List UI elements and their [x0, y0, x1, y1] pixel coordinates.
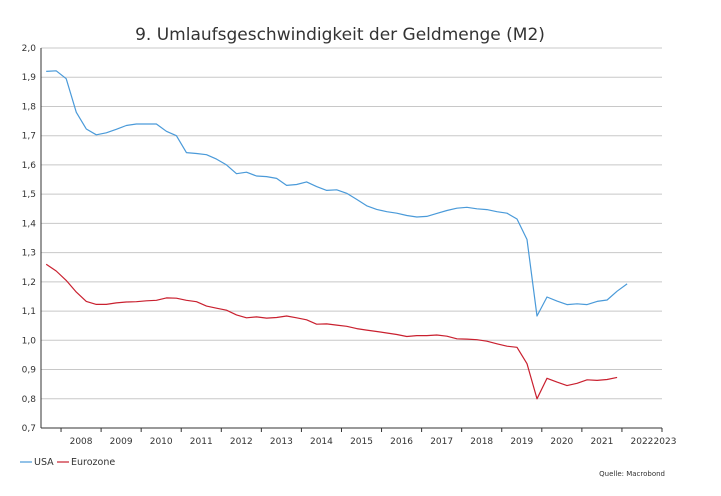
x-tick-label: 2022 [631, 437, 654, 447]
x-tick-label: 2014 [310, 437, 333, 447]
y-tick-label: 0,7 [22, 424, 36, 434]
y-tick-label: 1,7 [22, 132, 36, 142]
x-tick-label: 2008 [70, 437, 93, 447]
x-tick-label: 2010 [150, 437, 173, 447]
x-tick-label: 2016 [390, 437, 413, 447]
axes: 0,7 0,8 0,9 1,0 1,1 1,2 1,3 1,4 1,5 1,6 1,7 1,8 1,9 2… [22, 44, 677, 447]
y-tick-label: 1,0 [22, 336, 37, 346]
series-line-eurozone [45, 263, 618, 400]
y-tick-label: 1,8 [22, 102, 37, 112]
legend: USA Eurozone [20, 457, 115, 468]
series-line-usa [46, 70, 628, 317]
source-note: Quelle: Macrobond [599, 470, 665, 478]
y-tick-label: 1,1 [22, 307, 36, 317]
y-tick-label: 0,8 [22, 395, 37, 405]
x-tick-label: 2023 [654, 437, 677, 447]
series-lines [45, 70, 628, 400]
y-tick-label: 1,9 [22, 73, 37, 83]
gridlines [41, 47, 662, 400]
y-tick-label: 1,5 [22, 190, 36, 200]
legend-label-usa: USA [34, 457, 54, 468]
x-tick-label: 2020 [550, 437, 573, 447]
x-tick-label: 2011 [190, 437, 213, 447]
y-tick-label: 1,2 [22, 278, 36, 288]
y-tick-label: 1,3 [22, 249, 36, 259]
x-tick-label: 2021 [590, 437, 613, 447]
y-tick-label: 0,9 [22, 366, 37, 376]
x-tick-label: 2009 [110, 437, 133, 447]
x-tick-label: 2019 [510, 437, 533, 447]
y-tick-label: 1,6 [22, 161, 37, 171]
y-tick-label: 2,0 [22, 44, 37, 54]
x-tick-label: 2015 [350, 437, 373, 447]
chart-title: 9. Umlaufsgeschwindigkeit der Geldmenge … [135, 25, 545, 45]
x-tick-label: 2013 [270, 437, 293, 447]
x-tick-label: 2018 [470, 437, 493, 447]
x-tick-label: 2012 [230, 437, 253, 447]
x-tick-label: 2017 [430, 437, 453, 447]
y-tick-label: 1,4 [22, 219, 37, 229]
legend-label-eurozone: Eurozone [71, 457, 115, 468]
